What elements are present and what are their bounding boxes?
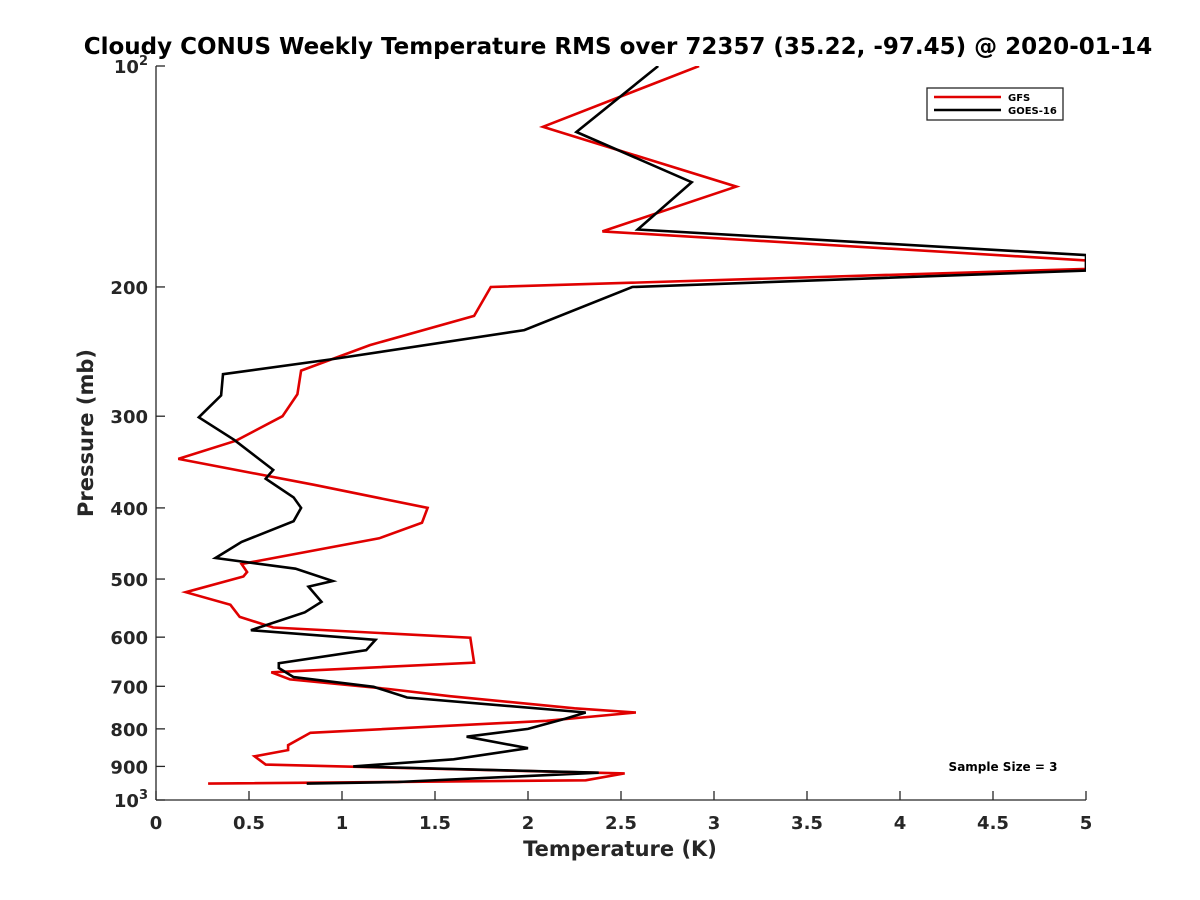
axes: 0 0.5 1 1.5 2 2.5 3 3.5 4 4.5 5 102 200 300 400 500 600 7…	[110, 54, 1092, 834]
series-line-gfs	[177, 66, 1086, 785]
x-tick-label: 0	[150, 813, 163, 834]
y-tick-label: 900	[110, 757, 148, 778]
series-line-goes-16	[196, 66, 1086, 785]
y-tick-label: 700	[110, 677, 148, 698]
legend-box	[926, 87, 1064, 121]
legend-label-gfs: GFS	[1008, 93, 1030, 104]
x-tick-label: 5	[1080, 813, 1093, 834]
chart-title: Cloudy CONUS Weekly Temperature RMS over…	[84, 34, 1153, 60]
x-tick-label: 4	[894, 813, 907, 834]
y-axis-label: Pressure (mb)	[74, 349, 98, 517]
y-tick-label: 102	[114, 54, 148, 78]
x-tick-label: 4.5	[977, 813, 1009, 834]
plot-lines	[177, 66, 1086, 785]
legend-label-goes-16: GOES-16	[1008, 106, 1057, 117]
x-tick-label: 3	[708, 813, 721, 834]
y-tick-label: 200	[110, 278, 148, 299]
x-axis-label: Temperature (K)	[523, 837, 717, 861]
x-tick-label: 3.5	[791, 813, 823, 834]
sample-size-annotation: Sample Size = 3	[949, 760, 1058, 774]
x-tick-label: 1	[336, 813, 349, 834]
y-tick-label: 103	[114, 788, 148, 812]
x-tick-label: 2.5	[605, 813, 637, 834]
y-tick-label: 600	[110, 628, 148, 649]
y-tick-label: 800	[110, 720, 148, 741]
y-tick-label: 500	[110, 570, 148, 591]
legend: GFS GOES-16	[926, 87, 1064, 121]
x-tick-label: 2	[522, 813, 535, 834]
x-tick-label: 0.5	[233, 813, 265, 834]
y-tick-label: 300	[110, 407, 148, 428]
y-tick-label: 400	[110, 499, 148, 520]
x-tick-label: 1.5	[419, 813, 451, 834]
